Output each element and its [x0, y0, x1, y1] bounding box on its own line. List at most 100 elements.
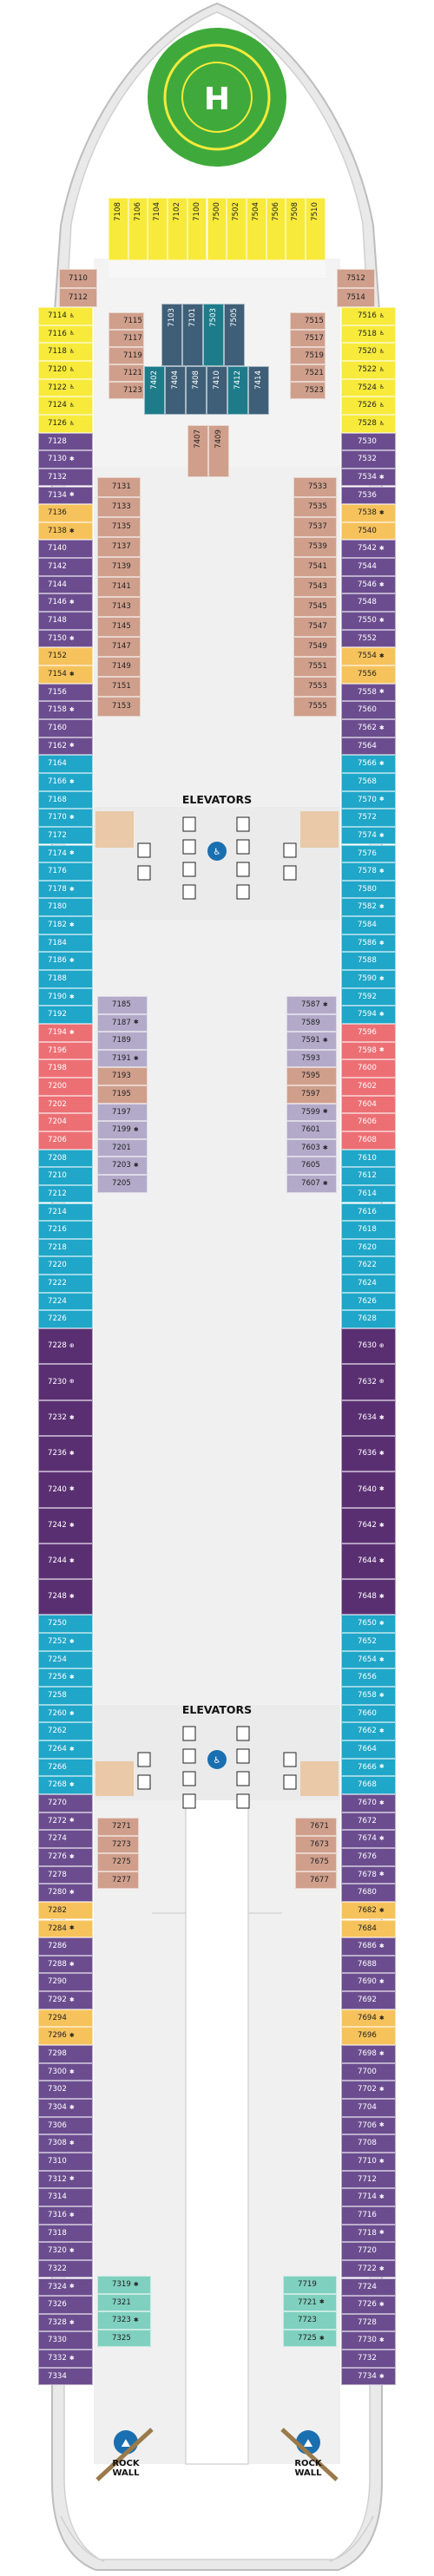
cabin-7191[interactable]: 7191 ✱ [97, 1049, 148, 1068]
cabin-7728[interactable]: 7728 [341, 2313, 396, 2332]
cabin-7262[interactable]: 7262 [38, 1722, 93, 1740]
cabin-7548[interactable]: 7548 [341, 593, 396, 613]
cabin-7218[interactable]: 7218 [38, 1238, 93, 1257]
cabin-7560[interactable]: 7560 [341, 701, 396, 719]
cabin-7526[interactable]: 7526 ♿ [341, 397, 396, 415]
cabin-7534[interactable]: 7534 ✱ [341, 468, 396, 487]
cabin-7176[interactable]: 7176 [38, 862, 93, 881]
cabin-7278[interactable]: 7278 [38, 1865, 93, 1884]
cabin-7714[interactable]: 7714 ✱ [341, 2188, 396, 2206]
cabin-7274[interactable]: 7274 [38, 1830, 93, 1848]
cabin-7149[interactable]: 7149 [97, 657, 141, 677]
cabin-7598[interactable]: 7598 ✱ [341, 1041, 396, 1060]
cabin-7606[interactable]: 7606 [341, 1113, 396, 1131]
cabin-7597[interactable]: 7597 [286, 1085, 337, 1104]
cabin-7580[interactable]: 7580 [341, 880, 396, 899]
cabin-7634[interactable]: 7634 ✱ [341, 1399, 396, 1436]
cabin-7276[interactable]: 7276 ✱ [38, 1847, 93, 1866]
cabin-7612[interactable]: 7612 [341, 1167, 396, 1185]
cabin-7594[interactable]: 7594 ✱ [341, 1006, 396, 1024]
cabin-7670[interactable]: 7670 ✱ [341, 1793, 396, 1812]
cabin-7189[interactable]: 7189 [97, 1032, 148, 1050]
cabin-7224[interactable]: 7224 [38, 1292, 93, 1311]
cabin-7236[interactable]: 7236 ✱ [38, 1435, 93, 1472]
cabin-7602[interactable]: 7602 [341, 1077, 396, 1096]
cabin-7640[interactable]: 7640 ✱ [341, 1472, 396, 1508]
cabin-7164[interactable]: 7164 [38, 755, 93, 773]
cabin-7142[interactable]: 7142 [38, 558, 93, 576]
cabin-7296[interactable]: 7296 ✱ [38, 2027, 93, 2046]
cabin-7608[interactable]: 7608 [341, 1131, 396, 1150]
cabin-7134[interactable]: 7134 ✱ [38, 486, 93, 505]
cabin-7532[interactable]: 7532 [341, 450, 396, 469]
cabin-7102[interactable]: 7102 [168, 198, 187, 260]
cabin-7268[interactable]: 7268 ✱ [38, 1776, 93, 1794]
cabin-7658[interactable]: 7658 ✱ [341, 1687, 396, 1705]
cabin-7226[interactable]: 7226 [38, 1310, 93, 1329]
cabin-7104[interactable]: 7104 [148, 198, 168, 260]
cabin-7671[interactable]: 7671 [295, 1818, 337, 1836]
cabin-7538[interactable]: 7538 ✱ [341, 504, 396, 522]
cabin-7328[interactable]: 7328 ✱ [38, 2313, 93, 2332]
cabin-7632[interactable]: 7632 ⊕ [341, 1364, 396, 1400]
cabin-7572[interactable]: 7572 [341, 809, 396, 827]
cabin-7516[interactable]: 7516 ♿ [341, 307, 396, 325]
cabin-7505[interactable]: 7505 [224, 304, 245, 366]
cabin-7271[interactable]: 7271 [97, 1818, 139, 1836]
cabin-7610[interactable]: 7610 [341, 1149, 396, 1168]
cabin-7535[interactable]: 7535 [293, 497, 337, 517]
cabin-7212[interactable]: 7212 [38, 1184, 93, 1203]
cabin-7524[interactable]: 7524 ♿ [341, 378, 396, 397]
cabin-7147[interactable]: 7147 [97, 637, 141, 657]
cabin-7140[interactable]: 7140 [38, 540, 93, 559]
cabin-7266[interactable]: 7266 [38, 1758, 93, 1777]
cabin-7541[interactable]: 7541 [293, 557, 337, 577]
cabin-7662[interactable]: 7662 ✱ [341, 1722, 396, 1740]
cabin-7587[interactable]: 7587 ✱ [286, 996, 337, 1014]
cabin-7178[interactable]: 7178 ✱ [38, 880, 93, 899]
cabin-7692[interactable]: 7692 [341, 1991, 396, 2009]
cabin-7326[interactable]: 7326 [38, 2296, 93, 2314]
cabin-7130[interactable]: 7130 ✱ [38, 450, 93, 469]
cabin-7118[interactable]: 7118 ♿ [38, 343, 93, 361]
cabin-7298[interactable]: 7298 [38, 2045, 93, 2063]
cabin-7126[interactable]: 7126 ♿ [38, 414, 93, 433]
cabin-7599[interactable]: 7599 ✱ [286, 1103, 337, 1122]
cabin-7720[interactable]: 7720 [341, 2242, 396, 2260]
cabin-7517[interactable]: 7517 [290, 330, 326, 347]
cabin-7174[interactable]: 7174 ✱ [38, 844, 93, 863]
cabin-7168[interactable]: 7168 [38, 790, 93, 810]
cabin-7656[interactable]: 7656 [341, 1668, 396, 1688]
cabin-7302[interactable]: 7302 [38, 2081, 93, 2099]
cabin-7288[interactable]: 7288 ✱ [38, 1955, 93, 1974]
cabin-7672[interactable]: 7672 [341, 1812, 396, 1831]
cabin-7228[interactable]: 7228 ⊕ [38, 1328, 93, 1365]
cabin-7120[interactable]: 7120 ♿ [38, 360, 93, 379]
cabin-7277[interactable]: 7277 [97, 1871, 139, 1890]
cabin-7128[interactable]: 7128 [38, 432, 93, 451]
cabin-7122[interactable]: 7122 ♿ [38, 378, 93, 397]
cabin-7292[interactable]: 7292 ✱ [38, 1991, 93, 2009]
cabin-7722[interactable]: 7722 ✱ [341, 2259, 396, 2278]
cabin-7144[interactable]: 7144 [38, 575, 93, 594]
cabin-7210[interactable]: 7210 [38, 1167, 93, 1185]
cabin-7564[interactable]: 7564 [341, 737, 396, 756]
cabin-7202[interactable]: 7202 [38, 1095, 93, 1114]
cabin-7726[interactable]: 7726 ✱ [341, 2296, 396, 2314]
cabin-7588[interactable]: 7588 [341, 952, 396, 971]
cabin-7724[interactable]: 7724 [341, 2278, 396, 2297]
cabin-7547[interactable]: 7547 [293, 617, 337, 637]
cabin-7323[interactable]: 7323 ✱ [97, 2311, 151, 2330]
cabin-7676[interactable]: 7676 [341, 1847, 396, 1866]
cabin-7121[interactable]: 7121 [108, 364, 144, 382]
cabin-7409[interactable]: 7409 [208, 425, 229, 477]
cabin-7552[interactable]: 7552 [341, 629, 396, 648]
cabin-7694[interactable]: 7694 ✱ [341, 2009, 396, 2028]
cabin-7252[interactable]: 7252 ✱ [38, 1633, 93, 1651]
cabin-7521[interactable]: 7521 [290, 364, 326, 382]
cabin-7187[interactable]: 7187 ✱ [97, 1013, 148, 1032]
cabin-7408[interactable]: 7408 [186, 366, 207, 415]
cabin-7562[interactable]: 7562 ✱ [341, 718, 396, 737]
cabin-7180[interactable]: 7180 [38, 898, 93, 917]
cabin-7590[interactable]: 7590 ✱ [341, 970, 396, 988]
